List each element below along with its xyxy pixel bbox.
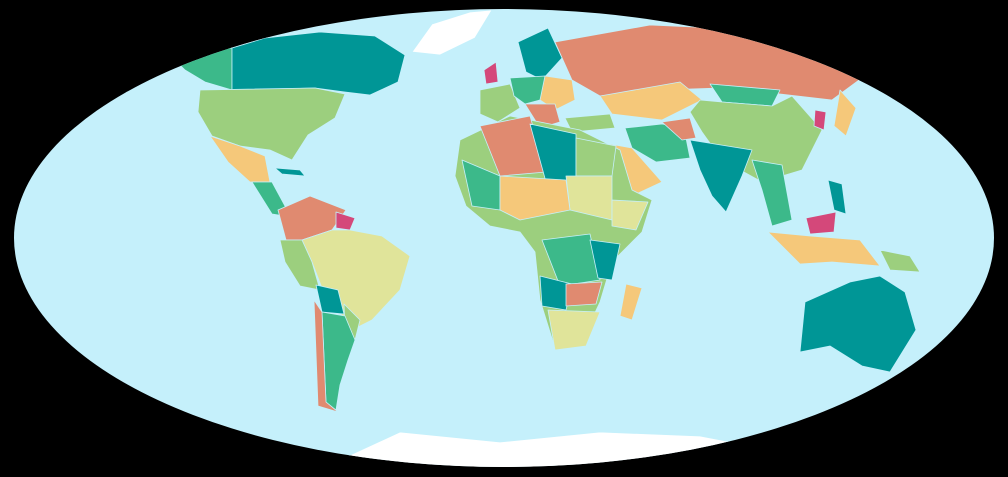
india (689, 139, 753, 213)
congo (541, 233, 601, 287)
ethiopia (611, 199, 649, 231)
chile (313, 299, 339, 413)
eastern-europe (539, 75, 576, 111)
scandinavia (517, 27, 563, 81)
niger-chad (499, 175, 571, 221)
australia (799, 275, 917, 373)
papua (879, 249, 921, 273)
canada (231, 31, 406, 96)
zambia (565, 281, 603, 307)
malaysia (805, 211, 837, 235)
usa (197, 87, 346, 161)
kazakhstan (599, 81, 703, 121)
balkans (524, 103, 561, 129)
western-europe (479, 83, 521, 123)
indochina (751, 159, 793, 227)
turkey (564, 113, 616, 133)
southern-africa (547, 309, 601, 351)
brazil (301, 229, 411, 331)
japan (833, 89, 857, 137)
philippines (827, 179, 847, 215)
madagascar (619, 283, 643, 321)
cuba (274, 167, 306, 177)
afghanistan (661, 117, 697, 141)
greenland (411, 9, 493, 56)
angola (539, 275, 573, 311)
indonesia (767, 231, 881, 267)
uk (483, 61, 499, 85)
korea (813, 109, 827, 131)
tanzania (589, 239, 621, 281)
